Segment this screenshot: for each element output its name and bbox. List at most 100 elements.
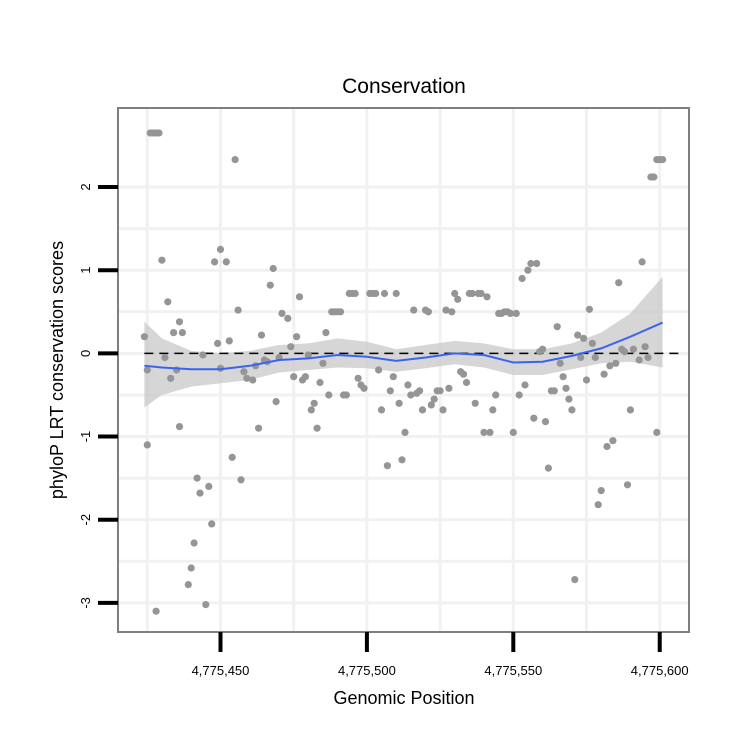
data-point: [556, 359, 564, 367]
data-point: [621, 348, 629, 356]
data-point: [468, 289, 476, 298]
confidence-band: [144, 276, 663, 408]
data-point: [225, 337, 233, 345]
data-point: [477, 289, 485, 298]
data-point: [588, 339, 597, 347]
data-point: [255, 424, 263, 432]
data-point: [527, 259, 535, 268]
data-point: [644, 353, 652, 362]
data-point: [401, 428, 409, 436]
data-point: [278, 309, 286, 317]
data-point: [577, 353, 585, 362]
data-point: [284, 314, 292, 322]
data-point: [380, 289, 389, 298]
data-point: [231, 156, 239, 164]
data-point: [190, 539, 198, 547]
data-point: [445, 384, 453, 392]
data-point: [407, 391, 415, 399]
data-point: [462, 378, 471, 387]
data-point: [580, 334, 588, 342]
data-point: [591, 353, 599, 362]
data-point: [234, 306, 242, 314]
data-point: [492, 391, 500, 399]
data-point: [295, 293, 304, 301]
data-point: [187, 564, 195, 572]
data-point: [600, 370, 608, 378]
data-point: [272, 398, 280, 406]
confidence-band-layer: [144, 276, 663, 408]
data-point: [626, 406, 635, 414]
data-point: [603, 442, 611, 451]
data-point: [158, 256, 166, 264]
data-point: [574, 331, 582, 339]
data-point: [152, 607, 160, 615]
data-point: [257, 331, 266, 339]
data-point: [240, 368, 248, 376]
data-point: [544, 464, 553, 472]
data-point: [541, 418, 550, 426]
x-tick-label: 4,775,450: [192, 663, 250, 678]
data-point: [389, 373, 397, 381]
data-point: [199, 351, 207, 359]
chart-title: Conservation: [342, 75, 466, 98]
data-point: [480, 428, 488, 436]
data-point: [307, 406, 315, 414]
data-point: [193, 474, 201, 482]
data-point: [392, 289, 400, 298]
data-point: [316, 378, 324, 387]
data-point: [211, 258, 219, 266]
data-point: [641, 343, 649, 351]
data-point: [459, 370, 468, 378]
data-point: [653, 428, 661, 436]
data-point: [418, 406, 427, 414]
data-point: [196, 489, 204, 497]
data-point: [404, 381, 412, 389]
data-point: [395, 399, 403, 407]
data-point: [143, 366, 151, 374]
data-point: [398, 456, 406, 464]
x-tick-label: 4,775,600: [631, 663, 689, 678]
data-point: [568, 406, 576, 414]
points-layer: [140, 129, 667, 615]
data-point: [550, 387, 558, 395]
data-point: [448, 308, 456, 316]
data-point: [483, 293, 491, 301]
data-point: [486, 428, 494, 436]
data-point: [325, 391, 333, 399]
data-point: [659, 156, 667, 164]
data-point: [471, 399, 479, 407]
data-point: [208, 520, 216, 528]
data-point: [609, 437, 617, 445]
data-point: [175, 423, 184, 431]
data-point: [439, 406, 447, 414]
data-point: [562, 384, 570, 392]
smooth-trend-line: [144, 321, 664, 371]
data-point: [623, 481, 632, 489]
data-point: [322, 329, 330, 337]
data-point: [386, 387, 394, 395]
data-point: [565, 395, 573, 403]
data-point: [170, 329, 178, 337]
x-axis-ticks: 4,775,450 4,775,500 4,775,550 4,775,600: [192, 632, 689, 678]
y-tick-label: 0: [78, 350, 93, 357]
x-axis-title: Genomic Position: [333, 688, 474, 708]
data-point: [269, 264, 277, 273]
data-point: [143, 441, 151, 449]
data-point: [214, 339, 222, 347]
data-point: [249, 376, 257, 384]
data-point: [518, 274, 526, 283]
data-point: [582, 376, 591, 384]
y-axis-ticks: 2 1 0 -1 -2 -3: [78, 183, 118, 609]
x-tick-label: 4,775,550: [484, 663, 542, 678]
data-point: [436, 387, 444, 395]
data-point: [301, 373, 309, 381]
data-point: [336, 308, 345, 316]
data-point: [205, 482, 213, 490]
data-point: [629, 345, 638, 353]
plot-panel-border: [117, 107, 690, 633]
smooth-line-layer: [144, 321, 664, 371]
data-point: [140, 333, 148, 341]
data-point: [310, 399, 318, 407]
data-point: [155, 129, 163, 137]
